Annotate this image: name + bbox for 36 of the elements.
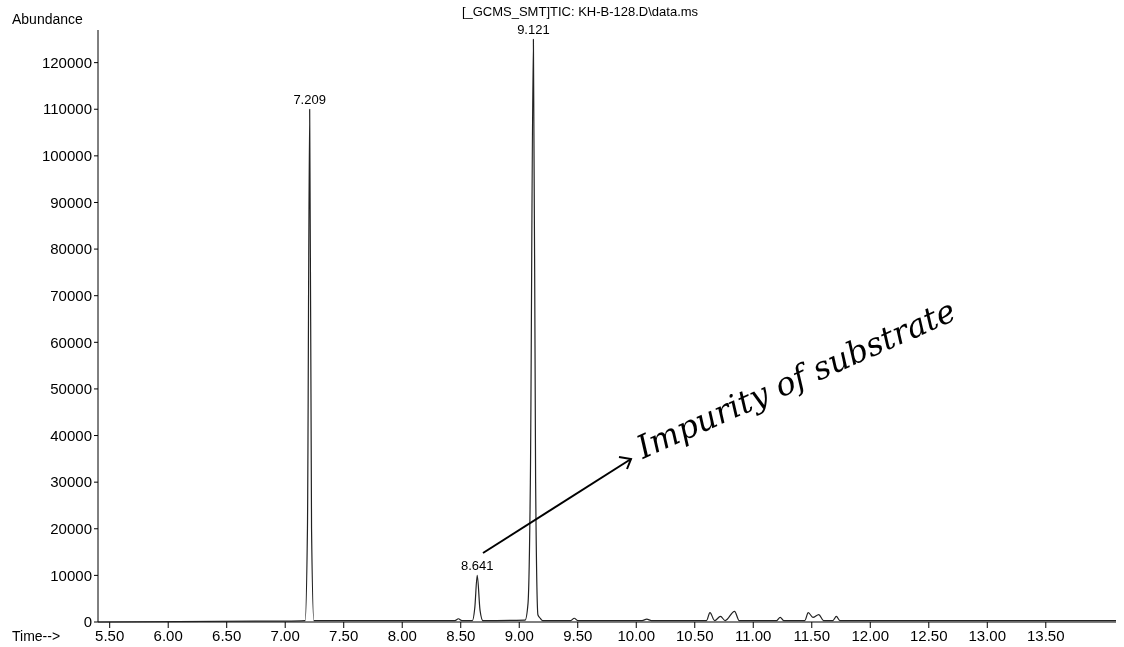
y-tick-label: 90000 [50, 193, 92, 211]
y-tick-label: 100000 [41, 147, 92, 165]
y-axis-title: Abundance [12, 11, 84, 27]
y-tick-label: 80000 [50, 240, 92, 258]
x-tick-label: 11.00 [735, 627, 772, 644]
chart-title: [_GCMS_SMT]TIC: KH-B-128.D\data.ms [461, 4, 699, 19]
x-tick-label: 8.00 [387, 627, 417, 644]
x-tick-label: 9.00 [504, 627, 534, 644]
x-tick-label: 10.00 [617, 627, 656, 644]
y-tick-label: 120000 [41, 53, 92, 71]
annotation: 7.209 [293, 92, 326, 108]
x-tick-label: 6.50 [212, 627, 242, 644]
x-tick-label: 10.50 [675, 627, 714, 644]
y-tick-label: 70000 [50, 286, 92, 304]
y-tick-label: 110000 [43, 100, 92, 118]
x-tick-label: 12.00 [851, 627, 890, 644]
y-tick-label: 60000 [50, 333, 92, 351]
x-tick-label: 5.50 [95, 627, 125, 644]
y-tick-label: 30000 [50, 473, 92, 491]
y-tick-label: 40000 [50, 426, 92, 444]
x-tick-label: 13.50 [1027, 627, 1065, 644]
x-tick-label: 7.00 [270, 627, 300, 644]
x-tick-label: 13.00 [968, 627, 1007, 644]
x-tick-label: 9.50 [563, 627, 593, 644]
y-tick-label: 10000 [50, 566, 92, 584]
x-tick-label: 8.50 [446, 627, 476, 644]
annotation: 9.121 [517, 22, 550, 38]
x-tick-label: 6.00 [153, 627, 183, 644]
x-tick-label: 11.50 [793, 627, 830, 644]
x-tick-label: 7.50 [329, 627, 359, 644]
x-axis-title: Time--> [12, 628, 61, 644]
y-tick-label: 20000 [50, 520, 92, 538]
y-tick-label: 0 [83, 613, 92, 631]
x-tick-label: 12.50 [910, 627, 948, 644]
annotation: 8.641 [460, 558, 494, 574]
y-tick-label: 50000 [50, 380, 92, 398]
